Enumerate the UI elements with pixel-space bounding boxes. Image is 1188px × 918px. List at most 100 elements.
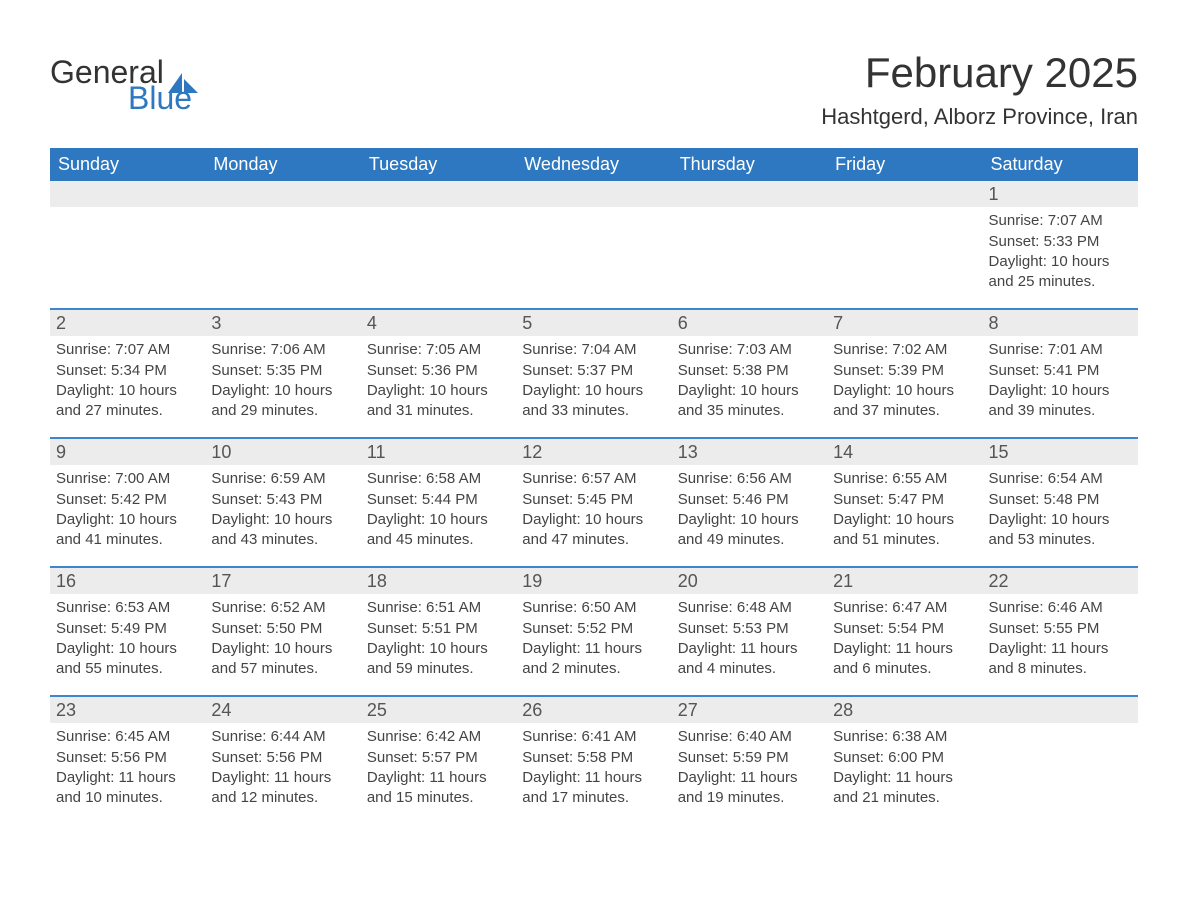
day-number bbox=[827, 181, 982, 207]
calendar-day-cell: 14 Sunrise: 6:55 AMSunset: 5:47 PMDayligh… bbox=[827, 439, 982, 567]
daylight-line-2: and 19 minutes. bbox=[678, 788, 821, 808]
calendar-day-cell: 26Sunrise: 6:41 AMSunset: 5:58 PMDayligh… bbox=[516, 697, 671, 825]
sunrise-line: Sunrise: 6:55 AM bbox=[833, 469, 976, 489]
calendar-day-cell bbox=[983, 697, 1138, 825]
day-body: Sunrise: 6:52 AMSunset: 5:50 PMDaylight:… bbox=[205, 594, 360, 685]
daylight-line-1: Daylight: 10 hours bbox=[833, 510, 976, 530]
sunset-line: Sunset: 5:47 PM bbox=[833, 490, 976, 510]
sunrise-line: Sunrise: 6:47 AM bbox=[833, 598, 976, 618]
daylight-line-2: and 39 minutes. bbox=[989, 401, 1132, 421]
sunset-line: Sunset: 5:57 PM bbox=[367, 748, 510, 768]
day-body: Sunrise: 6:50 AMSunset: 5:52 PMDaylight:… bbox=[516, 594, 671, 685]
calendar-day-cell bbox=[672, 181, 827, 309]
brand-logo: General Blue bbox=[50, 50, 198, 114]
day-number bbox=[205, 181, 360, 207]
calendar-day-cell: 1Sunrise: 7:07 AMSunset: 5:33 PMDaylight… bbox=[983, 181, 1138, 309]
daylight-line-1: Daylight: 10 hours bbox=[833, 381, 976, 401]
daylight-line-1: Daylight: 11 hours bbox=[678, 639, 821, 659]
sunset-line: Sunset: 5:44 PM bbox=[367, 490, 510, 510]
calendar-day-cell: 16Sunrise: 6:53 AMSunset: 5:49 PMDayligh… bbox=[50, 568, 205, 696]
sunset-line: Sunset: 5:51 PM bbox=[367, 619, 510, 639]
sunrise-line: Sunrise: 6:53 AM bbox=[56, 598, 199, 618]
daylight-line-2: and 53 minutes. bbox=[989, 530, 1132, 550]
day-number: 24 bbox=[205, 697, 360, 723]
calendar-day-cell: 20Sunrise: 6:48 AMSunset: 5:53 PMDayligh… bbox=[672, 568, 827, 696]
day-number: 3 bbox=[205, 310, 360, 336]
day-number bbox=[983, 697, 1138, 723]
day-number: 26 bbox=[516, 697, 671, 723]
calendar-week-row: 2Sunrise: 7:07 AMSunset: 5:34 PMDaylight… bbox=[50, 310, 1138, 438]
daylight-line-2: and 15 minutes. bbox=[367, 788, 510, 808]
calendar-day-cell: 28Sunrise: 6:38 AMSunset: 6:00 PMDayligh… bbox=[827, 697, 982, 825]
day-body: Sunrise: 6:59 AMSunset: 5:43 PMDaylight:… bbox=[205, 465, 360, 556]
daylight-line-1: Daylight: 10 hours bbox=[211, 639, 354, 659]
daylight-line-2: and 4 minutes. bbox=[678, 659, 821, 679]
daylight-line-2: and 37 minutes. bbox=[833, 401, 976, 421]
daylight-line-2: and 35 minutes. bbox=[678, 401, 821, 421]
daylight-line-1: Daylight: 11 hours bbox=[833, 639, 976, 659]
daylight-line-2: and 12 minutes. bbox=[211, 788, 354, 808]
daylight-line-2: and 43 minutes. bbox=[211, 530, 354, 550]
daylight-line-1: Daylight: 10 hours bbox=[56, 510, 199, 530]
sunrise-line: Sunrise: 6:45 AM bbox=[56, 727, 199, 747]
day-body bbox=[827, 207, 982, 217]
sunset-line: Sunset: 5:52 PM bbox=[522, 619, 665, 639]
day-body: Sunrise: 6:51 AMSunset: 5:51 PMDaylight:… bbox=[361, 594, 516, 685]
daylight-line-2: and 31 minutes. bbox=[367, 401, 510, 421]
sunrise-line: Sunrise: 7:02 AM bbox=[833, 340, 976, 360]
day-number bbox=[361, 181, 516, 207]
daylight-line-1: Daylight: 11 hours bbox=[367, 768, 510, 788]
day-number: 13 bbox=[672, 439, 827, 465]
daylight-line-1: Daylight: 10 hours bbox=[211, 381, 354, 401]
day-number bbox=[50, 181, 205, 207]
day-number: 27 bbox=[672, 697, 827, 723]
calendar-day-cell: 9Sunrise: 7:00 AMSunset: 5:42 PMDaylight… bbox=[50, 439, 205, 567]
day-number: 14 bbox=[827, 439, 982, 465]
day-number: 15 bbox=[983, 439, 1138, 465]
day-body bbox=[205, 207, 360, 217]
day-number: 17 bbox=[205, 568, 360, 594]
sunrise-line: Sunrise: 7:00 AM bbox=[56, 469, 199, 489]
day-number: 1 bbox=[983, 181, 1138, 207]
weekday-header: Sunday bbox=[50, 148, 205, 181]
daylight-line-2: and 6 minutes. bbox=[833, 659, 976, 679]
sunset-line: Sunset: 5:33 PM bbox=[989, 232, 1132, 252]
sunset-line: Sunset: 5:56 PM bbox=[211, 748, 354, 768]
day-number: 9 bbox=[50, 439, 205, 465]
sunrise-line: Sunrise: 6:52 AM bbox=[211, 598, 354, 618]
sunrise-line: Sunrise: 7:05 AM bbox=[367, 340, 510, 360]
daylight-line-2: and 25 minutes. bbox=[989, 272, 1132, 292]
calendar-day-cell: 2Sunrise: 7:07 AMSunset: 5:34 PMDaylight… bbox=[50, 310, 205, 438]
daylight-line-2: and 29 minutes. bbox=[211, 401, 354, 421]
sunset-line: Sunset: 5:41 PM bbox=[989, 361, 1132, 381]
sunset-line: Sunset: 5:59 PM bbox=[678, 748, 821, 768]
daylight-line-1: Daylight: 11 hours bbox=[833, 768, 976, 788]
day-body: Sunrise: 6:56 AMSunset: 5:46 PMDaylight:… bbox=[672, 465, 827, 556]
day-body: Sunrise: 7:03 AMSunset: 5:38 PMDaylight:… bbox=[672, 336, 827, 427]
calendar-day-cell: 19Sunrise: 6:50 AMSunset: 5:52 PMDayligh… bbox=[516, 568, 671, 696]
calendar-day-cell bbox=[827, 181, 982, 309]
calendar-day-cell: 8Sunrise: 7:01 AMSunset: 5:41 PMDaylight… bbox=[983, 310, 1138, 438]
calendar-day-cell: 11Sunrise: 6:58 AMSunset: 5:44 PMDayligh… bbox=[361, 439, 516, 567]
sunrise-line: Sunrise: 6:50 AM bbox=[522, 598, 665, 618]
day-number bbox=[672, 181, 827, 207]
sunset-line: Sunset: 5:50 PM bbox=[211, 619, 354, 639]
daylight-line-1: Daylight: 10 hours bbox=[211, 510, 354, 530]
daylight-line-1: Daylight: 10 hours bbox=[56, 381, 199, 401]
calendar-day-cell: 3Sunrise: 7:06 AMSunset: 5:35 PMDaylight… bbox=[205, 310, 360, 438]
calendar-day-cell bbox=[516, 181, 671, 309]
weekday-header: Thursday bbox=[672, 148, 827, 181]
daylight-line-2: and 10 minutes. bbox=[56, 788, 199, 808]
calendar-week-row: 16Sunrise: 6:53 AMSunset: 5:49 PMDayligh… bbox=[50, 568, 1138, 696]
day-body: Sunrise: 7:01 AMSunset: 5:41 PMDaylight:… bbox=[983, 336, 1138, 427]
day-body: Sunrise: 6:41 AMSunset: 5:58 PMDaylight:… bbox=[516, 723, 671, 814]
month-title: February 2025 bbox=[821, 50, 1138, 96]
day-number: 11 bbox=[361, 439, 516, 465]
header: General Blue February 2025 Hashtgerd, Al… bbox=[50, 50, 1138, 130]
calendar-day-cell: 17Sunrise: 6:52 AMSunset: 5:50 PMDayligh… bbox=[205, 568, 360, 696]
day-body: Sunrise: 7:02 AMSunset: 5:39 PMDaylight:… bbox=[827, 336, 982, 427]
calendar-day-cell bbox=[361, 181, 516, 309]
day-number: 23 bbox=[50, 697, 205, 723]
weekday-header: Monday bbox=[205, 148, 360, 181]
daylight-line-2: and 59 minutes. bbox=[367, 659, 510, 679]
